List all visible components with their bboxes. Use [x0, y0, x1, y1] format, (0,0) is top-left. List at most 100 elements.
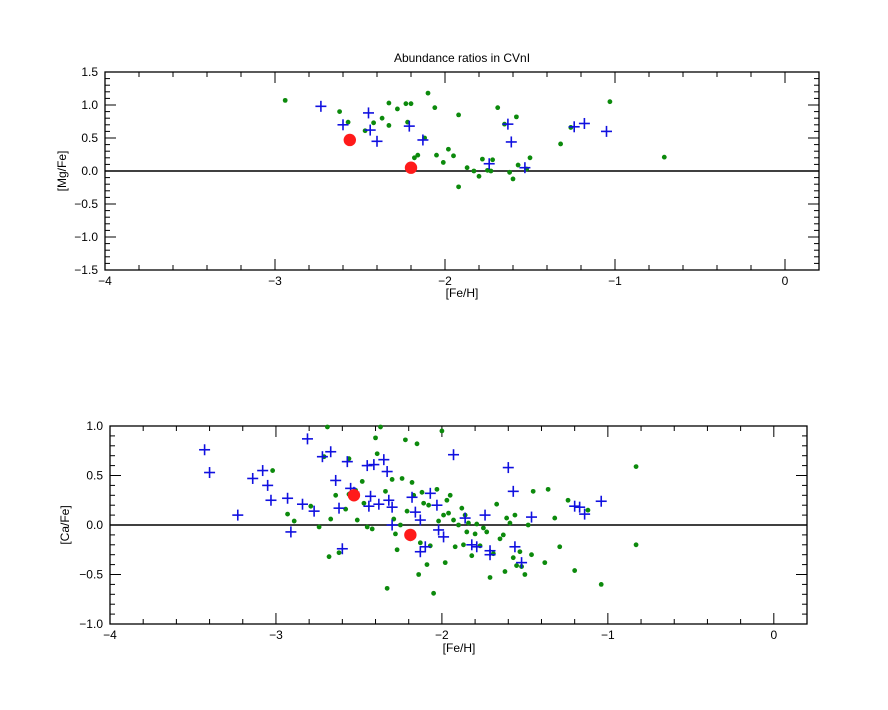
- ca-fe-green-dot: [502, 569, 508, 574]
- mg-fe-green-dot: [514, 114, 519, 120]
- ca-fe-blue-plus: [232, 509, 244, 521]
- ca-fe-data-marks: [199, 424, 639, 596]
- mg-fe-green-dot: [558, 141, 563, 147]
- ca-fe-green-dot: [417, 540, 423, 546]
- ca-fe-green-dot: [545, 486, 551, 492]
- mg-fe-green-dot: [337, 109, 342, 114]
- mg-fe-green-dot: [412, 155, 417, 161]
- ca-fe-green-dot: [419, 489, 425, 495]
- ca-fe-green-dot: [510, 555, 516, 561]
- ca-fe-blue-plus: [330, 474, 342, 486]
- mg-fe-green-dot: [515, 162, 521, 168]
- ca-fe-green-dot: [464, 529, 470, 535]
- ca-fe-blue-plus: [333, 502, 345, 514]
- ca-fe-blue-plus: [282, 492, 294, 504]
- mg-fe-y-tick-label: 1.0: [81, 98, 98, 112]
- ca-fe-blue-plus: [386, 519, 398, 531]
- mg-fe-blue-plus: [578, 117, 590, 129]
- ca-fe-green-dot: [364, 524, 370, 530]
- mg-fe-green-dot: [495, 105, 501, 111]
- mg-fe-green-dot: [446, 146, 451, 152]
- ca-fe-green-dot: [557, 544, 563, 550]
- ca-fe-blue-plus: [448, 449, 460, 461]
- mg-fe-green-dot: [488, 168, 494, 174]
- ca-fe-blue-plus: [368, 459, 380, 471]
- mg-fe-blue-plus: [371, 135, 383, 147]
- ca-fe-green-dot: [542, 560, 548, 566]
- ca-fe-x-tick-label: −4: [103, 628, 117, 642]
- mg-fe-green-dot: [464, 165, 470, 171]
- ca-fe-green-dot: [598, 582, 604, 587]
- ca-fe-green-dot: [373, 435, 378, 441]
- ca-fe-blue-plus: [247, 472, 259, 484]
- ca-fe-x-tick-label: 0: [770, 628, 777, 642]
- ca-fe-y-tick-label: −0.5: [79, 568, 103, 582]
- ca-fe-green-dot: [324, 424, 330, 430]
- mg-fe-green-dot: [456, 112, 461, 118]
- ca-fe-green-dot: [369, 526, 375, 532]
- ca-fe-blue-plus: [569, 500, 581, 512]
- ca-fe-y-tick-label: 0.0: [86, 518, 103, 532]
- mg-fe-green-dot: [510, 176, 516, 182]
- ca-fe-panel: −4 −3 −2 −1 0 −1.0 −0.5 0.0 0.5 1.0 [Fe/H] [Ca/F…: [58, 419, 808, 655]
- ca-fe-green-dot: [514, 563, 519, 568]
- ca-fe-blue-plus: [257, 465, 269, 477]
- ca-fe-green-dot: [525, 522, 531, 528]
- mg-fe-green-dot: [476, 173, 482, 179]
- mg-fe-x-tick-label: −4: [98, 274, 112, 288]
- mg-fe-green-dot: [451, 153, 456, 159]
- ca-fe-green-dot: [316, 524, 322, 530]
- mg-fe-green-dot: [386, 123, 392, 128]
- ca-fe-blue-plus: [365, 490, 377, 502]
- ca-fe-green-dot: [378, 424, 383, 430]
- ca-fe-green-dot: [487, 575, 493, 580]
- ca-fe-blue-plus: [502, 462, 514, 474]
- ca-fe-green-dot: [484, 529, 490, 535]
- mg-fe-x-tick-labels: −4 −3 −2 −1 0: [98, 274, 789, 288]
- ca-fe-blue-plus: [574, 501, 586, 513]
- ca-fe-blue-plus: [433, 524, 445, 536]
- ca-fe-green-dot: [361, 500, 367, 506]
- ca-fe-x-tick-labels: −4 −3 −2 −1 0: [103, 628, 777, 642]
- mg-fe-green-dot: [480, 156, 485, 162]
- mg-fe-green-dot: [371, 120, 376, 126]
- ca-fe-green-dot: [633, 542, 639, 548]
- ca-fe-y-tick-label: −1.0: [79, 617, 103, 631]
- ca-fe-red-circle: [404, 528, 417, 542]
- ca-fe-green-dot: [517, 549, 523, 555]
- mg-fe-green-dot: [527, 155, 533, 161]
- ca-fe-x-axis-label: [Fe/H]: [443, 641, 476, 655]
- ca-fe-green-dot: [494, 501, 500, 507]
- ca-fe-green-dot: [326, 554, 332, 560]
- ca-fe-green-dot: [424, 562, 430, 567]
- ca-fe-blue-plus: [466, 539, 478, 551]
- mg-fe-green-dot: [403, 101, 409, 107]
- ca-fe-green-dot: [374, 451, 380, 457]
- mg-fe-x-tick-label: −1: [608, 274, 622, 288]
- ca-fe-x-tick-label: −1: [601, 628, 615, 642]
- mg-fe-green-dot: [386, 100, 392, 106]
- mg-fe-green-dot: [432, 105, 438, 111]
- ca-fe-blue-plus: [438, 531, 450, 543]
- ca-fe-green-dot: [444, 497, 450, 503]
- ca-fe-blue-plus: [409, 506, 421, 518]
- ca-fe-blue-plus: [459, 512, 471, 524]
- mg-fe-x-tick-label: 0: [782, 274, 789, 288]
- ca-fe-green-dot: [461, 542, 466, 548]
- ca-fe-blue-plus: [301, 433, 313, 445]
- ca-fe-green-dot: [421, 500, 427, 506]
- ca-fe-green-dot: [441, 512, 446, 518]
- ca-fe-green-dot: [633, 464, 639, 469]
- ca-fe-green-dot: [434, 486, 440, 492]
- mg-fe-blue-plus: [505, 136, 517, 148]
- ca-fe-blue-plus: [414, 514, 426, 526]
- ca-fe-blue-plus: [336, 543, 348, 555]
- ca-fe-green-dot: [384, 585, 390, 591]
- ca-fe-green-dot: [431, 590, 437, 596]
- ca-fe-green-dot: [333, 492, 339, 498]
- ca-fe-green-dot: [414, 441, 420, 447]
- mg-fe-red-circle: [343, 133, 356, 147]
- ca-fe-green-dot: [446, 510, 451, 516]
- mg-fe-y-axis-label: [Mg/Fe]: [55, 151, 69, 192]
